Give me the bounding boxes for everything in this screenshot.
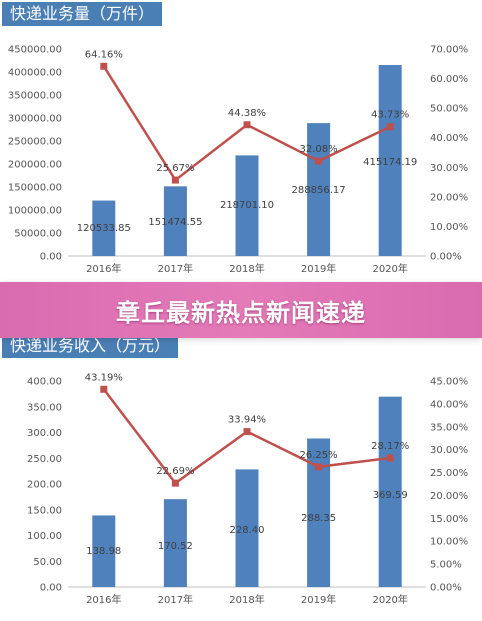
revenue-chart: 0.00 50.00 100.00 150.00 200.00 250.00 300.00 3…: [27, 372, 468, 606]
y2-tick-label: 25.00%: [430, 468, 468, 479]
y-tick-label: 100000.00: [8, 206, 62, 217]
y-tick-label: 50.00: [33, 557, 62, 568]
y-tick-label: 450000.00: [8, 45, 62, 56]
x-tick-label: 2019年: [301, 593, 336, 606]
y-tick-label: 0.00: [40, 252, 62, 263]
y2-tick-label: 0.00%: [430, 252, 462, 263]
growth-rate-label: 43.19%: [85, 372, 123, 383]
volume-chart-title: 快递业务量（万件）: [2, 2, 163, 26]
y2-tick-label: 60.00%: [430, 74, 468, 85]
banner-title: 章丘最新热点新闻速递: [116, 298, 366, 327]
y2-tick-label: 35.00%: [430, 422, 468, 433]
y-tick-label: 400000.00: [8, 68, 62, 79]
y-tick-label: 300.00: [27, 428, 62, 439]
bar: [378, 65, 402, 257]
y-tick-label: 350000.00: [8, 91, 62, 102]
y2-tick-label: 50.00%: [430, 104, 468, 115]
y2-tick-label: 5.00%: [430, 560, 462, 571]
y2-tick-label: 10.00%: [430, 222, 468, 233]
bar-value-label: 415174.19: [363, 157, 417, 168]
revenue-chart-panel: 0.00 50.00 100.00 150.00 200.00 250.00 300.00 3…: [0, 330, 482, 621]
y-tick-label: 0.00: [40, 583, 62, 594]
y2-tick-label: 40.00%: [430, 133, 468, 144]
x-tick-label: 2017年: [158, 262, 193, 275]
y2-tick-label: 15.00%: [430, 514, 468, 525]
y-tick-label: 300000.00: [8, 114, 62, 125]
bar: [92, 515, 116, 587]
growth-rate-label: 25.67%: [156, 163, 194, 174]
growth-rate-point: [243, 121, 251, 129]
x-tick-label: 2016年: [86, 593, 121, 606]
x-tick-label: 2019年: [301, 262, 336, 275]
growth-rate-point: [315, 157, 323, 165]
y-tick-label: 400.00: [27, 377, 62, 388]
bar: [378, 396, 402, 587]
bar: [235, 469, 259, 587]
growth-rate-label: 32.08%: [300, 144, 338, 155]
growth-rate-label: 33.94%: [228, 415, 266, 426]
growth-rate-label: 22.69%: [156, 466, 194, 477]
y-tick-label: 350.00: [27, 402, 62, 413]
growth-rate-point: [386, 454, 394, 462]
volume-chart-panel: 0.00 50000.00 100000.00 150000.00 200000.00 2…: [0, 0, 482, 290]
x-tick-label: 2020年: [372, 262, 407, 275]
bar: [163, 499, 187, 587]
x-tick-label: 2017年: [158, 593, 193, 606]
growth-rate-label: 28.17%: [371, 441, 409, 452]
y-tick-label: 150000.00: [8, 183, 62, 194]
y2-tick-label: 40.00%: [430, 399, 468, 410]
x-tick-label: 2016年: [86, 262, 121, 275]
bar-value-label: 369.59: [373, 490, 408, 501]
growth-rate-point: [100, 385, 108, 393]
bar: [163, 186, 187, 256]
y-tick-label: 250.00: [27, 454, 62, 465]
bar-value-label: 138.98: [86, 546, 121, 557]
growth-rate-label: 43.73%: [371, 110, 409, 121]
bar-value-label: 288856.17: [292, 185, 346, 196]
revenue-chart-title: 快递业务收入（万元）: [2, 334, 179, 358]
y2-tick-label: 10.00%: [430, 537, 468, 548]
y-tick-label: 200000.00: [8, 160, 62, 171]
y-tick-label: 250000.00: [8, 137, 62, 148]
y2-tick-label: 30.00%: [430, 445, 468, 456]
growth-rate-line: [102, 388, 391, 485]
growth-rate-label: 64.16%: [85, 49, 123, 60]
bar: [307, 123, 331, 256]
growth-rate-point: [171, 479, 179, 487]
bar-value-label: 228.40: [230, 525, 265, 536]
volume-chart: 0.00 50000.00 100000.00 150000.00 200000.00 2…: [8, 45, 468, 276]
x-tick-label: 2020年: [372, 593, 407, 606]
x-tick-label: 2018年: [229, 262, 264, 275]
bar-value-label: 170.52: [158, 541, 193, 552]
growth-rate-point: [171, 176, 179, 184]
x-tick-label: 2018年: [229, 593, 264, 606]
bar-value-label: 120533.85: [77, 223, 131, 234]
bar: [92, 200, 116, 256]
y2-tick-label: 0.00%: [430, 583, 462, 594]
y-tick-label: 100.00: [27, 531, 62, 542]
bar-value-label: 288.35: [301, 513, 336, 524]
growth-rate-point: [315, 463, 323, 471]
growth-rate-label: 44.38%: [228, 108, 266, 119]
bar: [307, 438, 331, 587]
bar: [235, 155, 259, 256]
growth-rate-point: [243, 428, 251, 436]
growth-rate-label: 26.25%: [300, 450, 338, 461]
y-tick-label: 150.00: [27, 505, 62, 516]
y2-tick-label: 70.00%: [430, 45, 468, 56]
y-tick-label: 200.00: [27, 480, 62, 491]
news-banner: 章丘最新热点新闻速递: [0, 282, 482, 338]
y-tick-label: 50000.00: [14, 229, 62, 240]
bar-value-label: 151474.55: [148, 217, 202, 228]
y2-tick-label: 30.00%: [430, 163, 468, 174]
bar-value-label: 218701.10: [220, 200, 274, 211]
growth-rate-point: [100, 62, 108, 70]
y2-tick-label: 45.00%: [430, 377, 468, 388]
y2-tick-label: 20.00%: [430, 491, 468, 502]
growth-rate-point: [386, 123, 394, 131]
y2-tick-label: 20.00%: [430, 192, 468, 203]
